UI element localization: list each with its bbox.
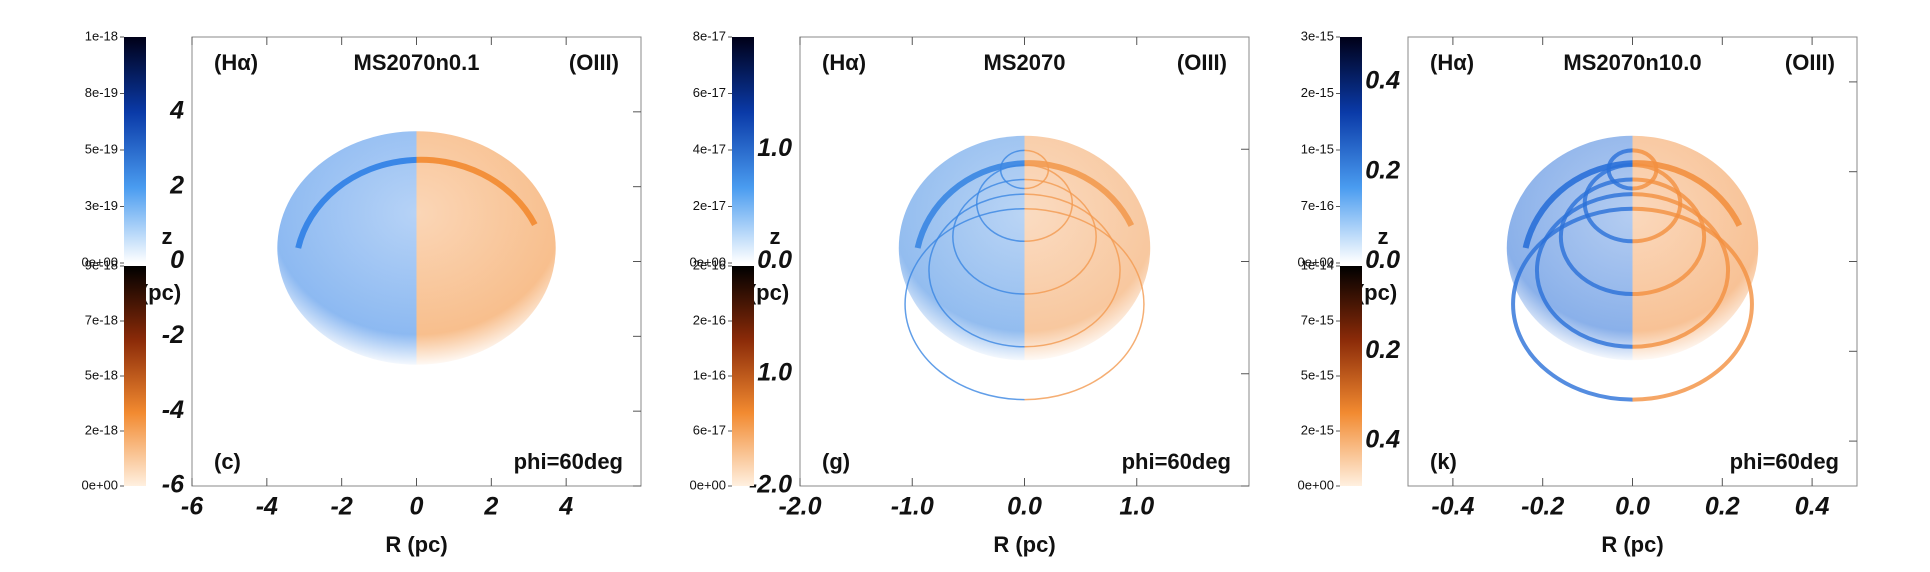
angle-label: phi=60deg xyxy=(1730,449,1839,474)
colorbar-tick-label: 7e-18 xyxy=(85,312,118,327)
colorbar-tick-label: 2e-15 xyxy=(1301,85,1334,100)
colorbar-tick-label: 1e-15 xyxy=(1301,141,1334,156)
panel-label: (k) xyxy=(1430,449,1457,474)
y-tick-label: 0.0 xyxy=(1365,246,1400,274)
y-axis-label: z xyxy=(1378,224,1389,249)
map-half xyxy=(277,131,417,365)
colorbar xyxy=(732,266,754,486)
y-tick-label: 1.0 xyxy=(757,358,792,386)
colorbar-tick-label: 4e-17 xyxy=(693,141,726,156)
x-tick-label: 0 xyxy=(410,493,424,521)
left-label: (Hα) xyxy=(822,50,866,75)
y-tick-label: -2 xyxy=(162,321,184,349)
x-tick-label: -6 xyxy=(181,493,204,521)
y-axis-unit: (pc) xyxy=(749,280,789,305)
map-half xyxy=(416,131,556,365)
x-tick-label: 0.0 xyxy=(1615,493,1650,521)
colorbar-tick-label: 1e-16 xyxy=(693,367,726,382)
y-tick-label: -4 xyxy=(162,396,184,424)
colorbar-tick-label: 0e+00 xyxy=(689,477,726,492)
x-tick-label: 1.0 xyxy=(1119,493,1154,521)
colorbar xyxy=(732,37,754,263)
colorbar-tick-label: 7e-16 xyxy=(1301,198,1334,213)
left-label: (Hα) xyxy=(214,50,258,75)
colorbar-tick-label: 2e-17 xyxy=(693,198,726,213)
x-tick-label: 4 xyxy=(558,493,573,521)
x-axis-label: R (pc) xyxy=(1601,532,1663,557)
y-axis-unit: (pc) xyxy=(141,280,181,305)
x-tick-label: 0.4 xyxy=(1795,493,1830,521)
y-tick-label: -6 xyxy=(162,471,185,499)
left-label: (Hα) xyxy=(1430,50,1474,75)
panel-label: (c) xyxy=(214,449,241,474)
title: MS2070n10.0 xyxy=(1563,50,1701,75)
colorbar xyxy=(1340,266,1362,486)
y-tick-label: 0.4 xyxy=(1365,426,1400,454)
x-tick-label: -2 xyxy=(331,493,353,521)
y-tick-label: 0 xyxy=(170,246,184,274)
colorbar-tick-label: 9e-18 xyxy=(85,257,118,272)
y-tick-label: -2.0 xyxy=(749,471,792,499)
angle-label: phi=60deg xyxy=(514,449,623,474)
x-tick-label: -2.0 xyxy=(778,493,821,521)
x-tick-label: -0.4 xyxy=(1431,493,1474,521)
colorbar-tick-label: 2e-16 xyxy=(693,257,726,272)
colorbar-tick-label: 0e+00 xyxy=(689,254,726,269)
map-half xyxy=(1024,135,1151,401)
title: MS2070n0.1 xyxy=(354,50,480,75)
colorbar-tick-label: 8e-17 xyxy=(693,28,726,43)
y-tick-label: 0.0 xyxy=(757,246,792,274)
colorbar-tick-label: 0e+00 xyxy=(1297,254,1334,269)
colorbar-tick-label: 7e-15 xyxy=(1301,312,1334,327)
x-tick-label: 0.2 xyxy=(1705,493,1740,521)
title: MS2070 xyxy=(984,50,1066,75)
right-label: (OIII) xyxy=(569,50,619,75)
y-axis-label: z xyxy=(162,224,173,249)
x-axis-label: R (pc) xyxy=(993,532,1055,557)
right-label: (OIII) xyxy=(1177,50,1227,75)
y-tick-label: 1.0 xyxy=(757,134,792,162)
colorbar-tick-label: 8e-19 xyxy=(85,85,118,100)
colorbar-tick-label: 5e-19 xyxy=(85,141,118,156)
panel-label: (g) xyxy=(822,449,850,474)
y-tick-label: 4 xyxy=(169,96,184,124)
right-label: (OIII) xyxy=(1785,50,1835,75)
colorbar-tick-label: 0e+00 xyxy=(81,477,118,492)
colorbar xyxy=(124,266,146,486)
y-axis-label: z xyxy=(770,224,781,249)
colorbar-tick-label: 6e-17 xyxy=(693,85,726,100)
y-axis-unit: (pc) xyxy=(1357,280,1397,305)
y-tick-label: 2 xyxy=(169,171,184,199)
colorbar-tick-label: 5e-18 xyxy=(85,367,118,382)
y-tick-label: 0.4 xyxy=(1365,67,1400,95)
colorbar-tick-label: 0e+00 xyxy=(1297,477,1334,492)
angle-label: phi=60deg xyxy=(1122,449,1231,474)
colorbar-tick-label: 2e-15 xyxy=(1301,422,1334,437)
colorbar-tick-label: 5e-15 xyxy=(1301,367,1334,382)
colorbar-tick-label: 1e-18 xyxy=(85,28,118,43)
colorbar xyxy=(124,37,146,263)
colorbar-tick-label: 0e+00 xyxy=(81,254,118,269)
colorbar-tick-label: 2e-18 xyxy=(85,422,118,437)
x-tick-label: -1.0 xyxy=(891,493,934,521)
colorbar-tick-label: 6e-17 xyxy=(693,422,726,437)
colorbar-tick-label: 3e-15 xyxy=(1301,28,1334,43)
colorbar-tick-label: 1e-14 xyxy=(1301,257,1334,272)
x-tick-label: -4 xyxy=(256,493,278,521)
y-tick-label: 0.2 xyxy=(1365,156,1400,184)
colorbar-tick-label: 2e-16 xyxy=(693,312,726,327)
map-half xyxy=(1632,135,1759,402)
x-tick-label: 0.0 xyxy=(1007,493,1042,521)
x-axis-label: R (pc) xyxy=(385,532,447,557)
colorbar xyxy=(1340,37,1362,263)
x-tick-label: -0.2 xyxy=(1521,493,1564,521)
y-tick-label: 0.2 xyxy=(1365,336,1400,364)
x-tick-label: 2 xyxy=(483,493,498,521)
colorbar-tick-label: 3e-19 xyxy=(85,198,118,213)
